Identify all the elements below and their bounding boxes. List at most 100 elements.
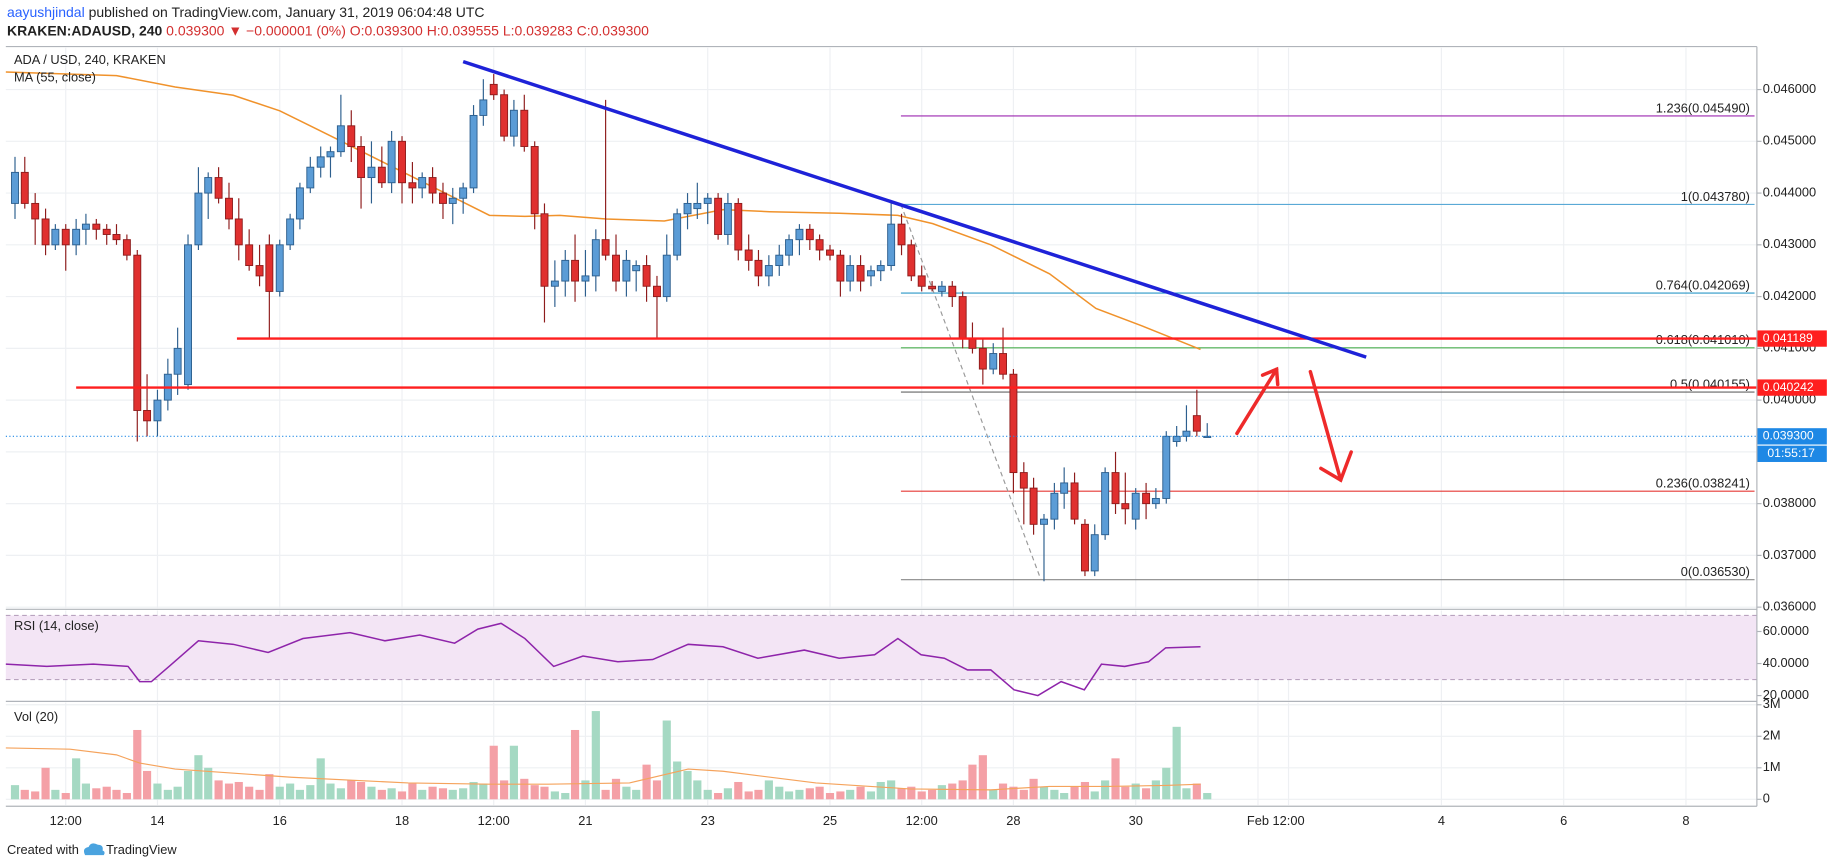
volume-bar	[662, 720, 671, 800]
y-tick-label: 1M	[1763, 759, 1781, 774]
volume-bar	[744, 791, 753, 800]
volume-bar	[1142, 788, 1151, 800]
volume-bar	[204, 767, 213, 800]
candle-body	[601, 239, 610, 256]
candle-body	[520, 109, 529, 147]
price-tag-label: 0.040242	[1763, 380, 1814, 394]
volume-bar	[1111, 758, 1120, 800]
volume-bar	[876, 781, 885, 800]
volume-bar	[306, 785, 315, 800]
candle-body	[989, 353, 998, 370]
volume-bar	[214, 780, 223, 800]
volume-bar	[469, 781, 478, 800]
x-tick-label: 25	[823, 813, 837, 828]
volume-bar	[632, 789, 641, 800]
volume-bar	[948, 783, 957, 800]
volume-bar	[520, 778, 529, 800]
volume-bar	[51, 789, 60, 800]
candle-body	[632, 265, 641, 272]
volume-bar	[61, 793, 70, 800]
candle-body	[61, 228, 70, 246]
candle-body	[561, 259, 570, 282]
candle-body	[479, 99, 488, 116]
y-tick-label: 60.0000	[1763, 623, 1809, 638]
volume-bar	[693, 780, 702, 800]
candle-body	[683, 202, 692, 215]
y-tick-label: 0.037000	[1763, 547, 1816, 562]
volume-bar	[479, 783, 488, 800]
x-tick-label: 4	[1438, 813, 1445, 828]
candle-body	[112, 234, 121, 241]
candle-body	[439, 192, 447, 204]
fib-label: 1.236(0.045490)	[1656, 100, 1750, 115]
candle-body	[245, 244, 254, 267]
candle-body	[1080, 523, 1089, 572]
volume-bar	[1172, 726, 1181, 800]
volume-bar	[591, 711, 600, 800]
candle-body	[1172, 435, 1181, 442]
volume-bar	[1131, 783, 1140, 800]
volume-bar	[530, 785, 539, 800]
candle-body	[286, 218, 295, 246]
candle-body	[326, 151, 335, 158]
candle-body	[336, 125, 345, 153]
volume-bar	[72, 758, 81, 800]
candle-body	[173, 347, 182, 375]
candle-body	[958, 296, 967, 339]
y-tick-label: 0	[1763, 791, 1770, 806]
credit-brand: TradingView	[106, 842, 177, 857]
x-tick-label: 12:00	[478, 813, 510, 828]
candle-body	[500, 94, 509, 137]
volume-bar	[815, 786, 824, 800]
fib-label: 0.236(0.038241)	[1656, 476, 1750, 491]
candle-body	[275, 244, 284, 292]
ma-legend: MA (55, close)	[14, 69, 96, 84]
candle-body	[31, 202, 40, 220]
candle-body	[347, 125, 356, 147]
candle-body	[1060, 482, 1069, 494]
volume-bar	[295, 789, 304, 800]
candle-body	[591, 239, 600, 277]
volume-bar	[347, 780, 356, 800]
y-tick-label: 0.042000	[1763, 288, 1816, 303]
published: published on TradingView.com, January 31…	[89, 4, 485, 20]
volume-bar	[805, 788, 814, 800]
volume-bar	[989, 789, 998, 800]
volume-bar	[1080, 781, 1090, 800]
plot-area: 12:00 14 16 18 12:00 21 23 25 12:00 28 30 Feb 12:00 4…	[5, 47, 1827, 828]
candle-body	[459, 187, 468, 199]
volume-bar	[255, 789, 264, 800]
x-tick-label: 6	[1560, 813, 1567, 828]
volume-bar	[387, 788, 396, 800]
candle-body	[1029, 487, 1038, 525]
candle-body	[805, 228, 814, 241]
volume-bar	[10, 785, 20, 800]
candle-body	[948, 285, 957, 298]
volume-bar	[764, 780, 773, 800]
candle-body	[489, 83, 498, 96]
candle-body	[204, 177, 213, 194]
candle-body	[255, 265, 264, 277]
candle-body	[907, 244, 916, 277]
candle-body	[1162, 435, 1171, 499]
candle-body	[1111, 472, 1120, 505]
candle-body	[917, 275, 926, 287]
low: L:0.039283	[503, 22, 573, 38]
candle-body	[1070, 482, 1079, 520]
ma-line	[5, 71, 1201, 351]
header-line-1: aayushjindal published on TradingView.co…	[7, 4, 484, 20]
candle-body	[764, 265, 773, 277]
fib-label: 0(0.036530)	[1681, 564, 1750, 579]
volume-bar	[897, 788, 906, 800]
volume-bar	[1009, 786, 1018, 800]
volume-bar	[275, 786, 284, 800]
candle-body	[571, 259, 580, 282]
volume-bar	[734, 781, 743, 800]
candle-body	[754, 259, 763, 277]
volume-bar	[723, 788, 732, 800]
candle-body	[81, 223, 90, 230]
close: C:0.039300	[577, 22, 649, 38]
volume-bar	[112, 789, 121, 800]
